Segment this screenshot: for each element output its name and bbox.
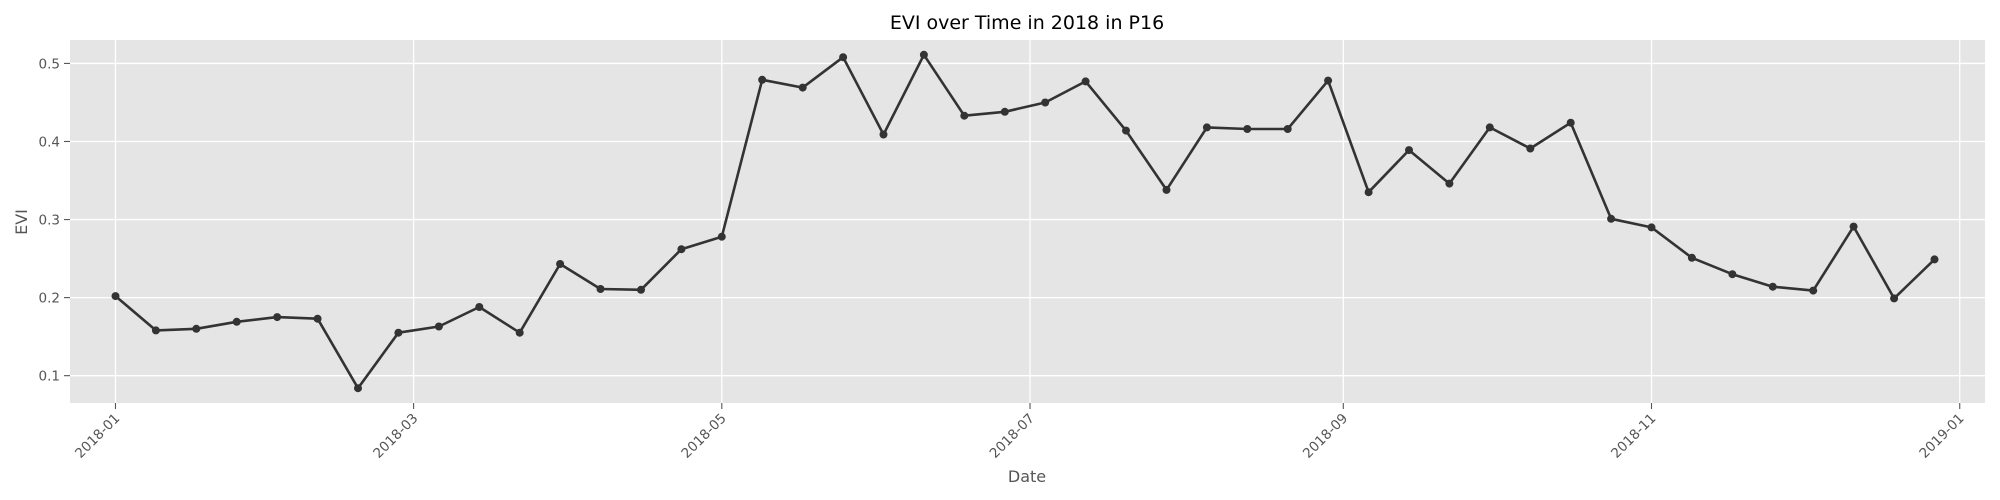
evi-data-point <box>1445 179 1454 188</box>
y-tick-label: 0.3 <box>39 213 60 229</box>
evi-data-point <box>475 303 484 311</box>
plot-area <box>70 40 1985 403</box>
evi-data-point <box>1000 107 1009 116</box>
evi-data-point <box>839 53 848 62</box>
x-tick-label: 2018-05 <box>678 411 729 462</box>
y-tick-label: 0.2 <box>39 291 60 307</box>
evi-data-point <box>1809 286 1818 295</box>
evi-data-point <box>1202 123 1211 132</box>
evi-data-point <box>556 260 565 268</box>
y-tick-label: 0.1 <box>39 369 60 385</box>
evi-data-point <box>960 111 969 120</box>
x-tick-label: 2019-01 <box>1916 411 1967 462</box>
evi-series-line <box>114 53 1936 390</box>
evi-data-point <box>1687 253 1696 262</box>
evi-data-point <box>515 328 524 337</box>
series <box>111 50 1939 393</box>
y-tick-label: 0.5 <box>39 56 60 72</box>
evi-data-point <box>1566 118 1575 127</box>
x-tick-label: 2018-11 <box>1608 411 1659 462</box>
evi-data-point <box>1243 125 1252 133</box>
evi-data-point <box>313 314 322 323</box>
evi-data-point <box>1283 125 1292 133</box>
evi-data-point <box>1122 126 1130 135</box>
y-axis-label: EVI <box>12 209 31 235</box>
evi-data-point <box>637 285 645 294</box>
evi-data-point <box>717 232 726 241</box>
evi-data-point <box>1041 98 1050 107</box>
evi-data-point <box>1728 270 1737 279</box>
evi-data-point <box>1607 214 1616 223</box>
evi-data-point <box>1324 76 1333 85</box>
y-tick-label: 0.4 <box>39 134 60 150</box>
evi-data-point <box>1485 123 1494 132</box>
evi-data-point <box>1768 282 1777 291</box>
evi-data-point <box>1890 294 1899 303</box>
x-tick-label: 2018-01 <box>72 411 123 462</box>
evi-data-point <box>232 317 241 326</box>
x-tick-label: 2018-09 <box>1300 411 1351 462</box>
evi-data-point <box>919 50 928 59</box>
chart-title: EVI over Time in 2018 in P16 <box>890 12 1164 34</box>
evi-data-point <box>151 326 160 335</box>
evi-data-point <box>192 324 201 333</box>
evi-data-point <box>758 75 767 84</box>
evi-data-point <box>1162 185 1171 194</box>
evi-data-point <box>1405 146 1413 155</box>
evi-data-point <box>1364 188 1373 197</box>
evi-data-point <box>596 285 605 293</box>
evi-data-point <box>111 292 120 301</box>
x-tick-label: 2018-07 <box>987 411 1038 462</box>
evi-data-point <box>879 130 888 139</box>
evi-data-point <box>1526 144 1535 153</box>
evi-data-point <box>273 313 282 322</box>
evi-data-point <box>1647 223 1656 232</box>
x-tick-label: 2018-03 <box>370 411 421 462</box>
evi-data-point <box>434 322 443 331</box>
evi-data-point <box>354 384 362 393</box>
evi-data-point <box>1849 222 1858 231</box>
evi-data-point <box>677 245 686 254</box>
evi-data-point <box>1930 255 1939 264</box>
grid <box>70 40 1985 403</box>
x-axis-label: Date <box>1008 467 1046 486</box>
evi-data-point <box>1081 77 1090 86</box>
evi-data-point <box>394 328 403 337</box>
evi-data-point <box>798 83 807 92</box>
